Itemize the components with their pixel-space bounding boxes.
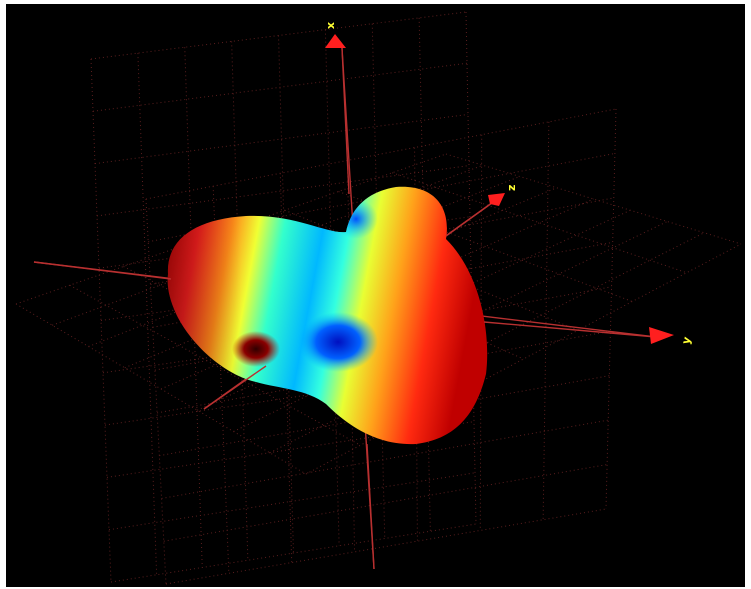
surface-plot-scene[interactable]: x z y bbox=[6, 4, 745, 587]
axes-front bbox=[33, 47, 657, 570]
grid-line bbox=[284, 209, 579, 331]
grid-line bbox=[92, 62, 468, 112]
grid-line bbox=[163, 464, 608, 542]
grid-line bbox=[90, 58, 112, 583]
grid-line bbox=[94, 113, 469, 165]
grid-line bbox=[483, 321, 657, 338]
surface-mesh bbox=[167, 186, 488, 445]
z-axis-arrow bbox=[488, 193, 505, 206]
grid-line bbox=[137, 53, 158, 575]
y-axis-arrow bbox=[649, 327, 674, 344]
grid-line bbox=[465, 11, 477, 525]
grid-line bbox=[165, 508, 607, 585]
grid-line bbox=[150, 197, 614, 286]
z-axis-label: z bbox=[505, 185, 518, 191]
grid-line bbox=[145, 108, 617, 200]
x-axis-label: x bbox=[325, 22, 338, 29]
grid-line bbox=[231, 41, 249, 561]
grid-line bbox=[445, 199, 497, 237]
grid-line bbox=[605, 108, 617, 510]
grid-line bbox=[366, 443, 375, 570]
x-axis-arrow bbox=[325, 34, 346, 48]
grid-line bbox=[110, 523, 477, 583]
grid-line bbox=[108, 472, 476, 531]
y-axis-label: y bbox=[679, 335, 693, 345]
grid-line bbox=[90, 11, 467, 60]
grid-line bbox=[69, 284, 361, 446]
grid-line bbox=[542, 121, 550, 520]
grid-line bbox=[157, 330, 611, 414]
grid-line bbox=[52, 164, 484, 326]
grid-line bbox=[341, 47, 350, 195]
grid-line bbox=[33, 261, 172, 280]
3d-plot-viewport[interactable]: x z y bbox=[6, 4, 745, 587]
grid-line bbox=[96, 165, 470, 217]
grid-line bbox=[203, 365, 267, 410]
grid-line bbox=[145, 198, 167, 585]
